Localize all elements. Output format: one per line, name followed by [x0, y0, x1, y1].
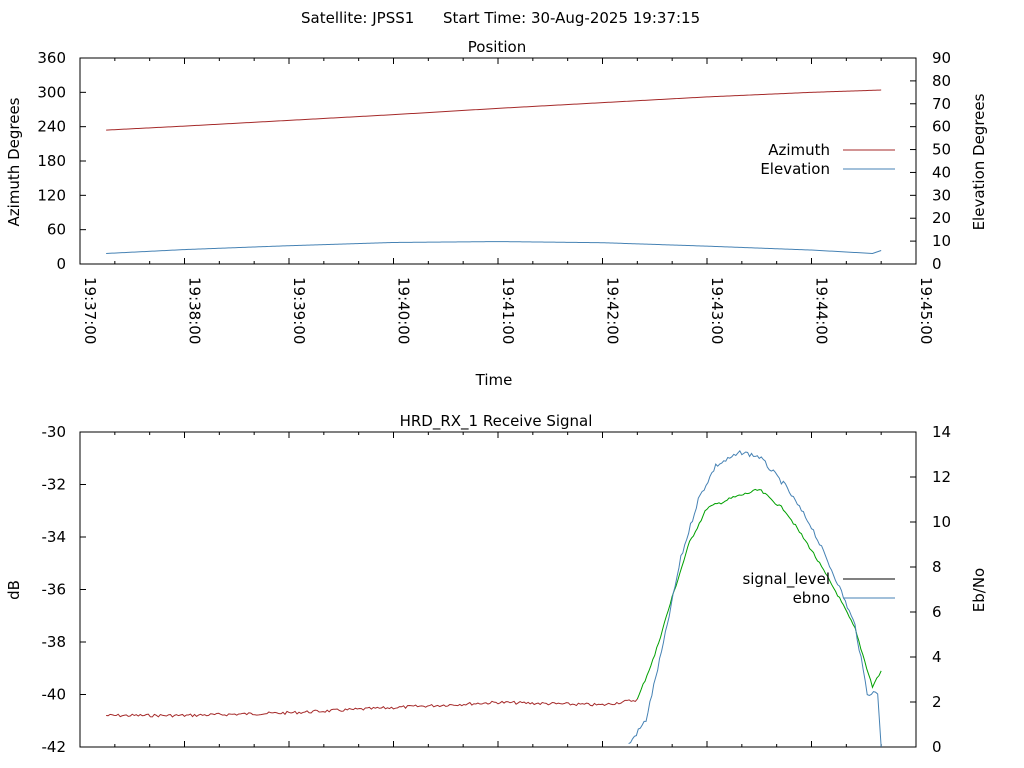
y-tick-label: -36 — [42, 581, 67, 599]
y2-tick-label: 14 — [932, 423, 951, 441]
y2-tick-label: 30 — [932, 186, 951, 204]
y-tick-label: 180 — [37, 152, 66, 170]
signal-plot-frame — [79, 431, 917, 748]
y-tick-label: -34 — [42, 528, 67, 546]
x-tick-label: 19:38:00 — [186, 277, 204, 344]
receive-signal-chart: HRD_RX_1 Receive Signal dB Eb/No -42 -40 -… — [5, 412, 988, 756]
signal-y2label: Eb/No — [970, 568, 988, 612]
series-line-Elevation — [106, 241, 882, 254]
signal-ylabel: dB — [5, 580, 23, 600]
signal-chart-title: HRD_RX_1 Receive Signal — [400, 412, 593, 431]
y2-tick-label: 2 — [932, 693, 942, 711]
y2-tick-label: 0 — [932, 738, 942, 756]
legend-label-ebno: ebno — [793, 589, 830, 607]
series-line-signal_level-segment — [106, 698, 638, 718]
position-chart-title: Position — [468, 38, 526, 56]
y2-tick-label: 40 — [932, 163, 951, 181]
y2-tick-label: 10 — [932, 513, 951, 531]
y2-tick-label: 0 — [932, 255, 942, 273]
position-ylabel: Azimuth Degrees — [5, 97, 23, 226]
y-tick-label: 60 — [47, 221, 66, 239]
header-start-time: Start Time: 30-Aug-2025 19:37:15 — [443, 9, 700, 27]
y-tick-label: 0 — [56, 255, 66, 273]
x-tick-label: 19:37:00 — [81, 277, 99, 344]
y-tick-label: -38 — [42, 633, 67, 651]
y2-tick-label: 4 — [932, 648, 942, 666]
x-tick-label: 19:39:00 — [290, 277, 308, 344]
y2-tick-label: 6 — [932, 603, 942, 621]
y-tick-label: -32 — [42, 476, 67, 494]
x-tick-label: 19:41:00 — [499, 277, 517, 344]
x-tick-label: 19:43:00 — [708, 277, 726, 344]
series-line-ebno — [628, 449, 882, 748]
y2-tick-label: 80 — [932, 72, 951, 90]
x-tick-label: 19:44:00 — [813, 277, 831, 344]
y-tick-label: 240 — [37, 118, 66, 136]
y-tick-label: -30 — [42, 423, 67, 441]
y-tick-label: -40 — [42, 686, 67, 704]
y2-tick-label: 12 — [932, 468, 951, 486]
y-tick-label: -42 — [42, 738, 67, 756]
position-y2label: Elevation Degrees — [970, 93, 988, 230]
y2-tick-label: 10 — [932, 232, 951, 250]
y-tick-label: 360 — [37, 49, 66, 67]
y2-tick-label: 70 — [932, 95, 951, 113]
y-tick-label: 300 — [37, 83, 66, 101]
series-line-Azimuth — [106, 89, 882, 131]
legend-label-Elevation: Elevation — [760, 160, 830, 178]
series-line-signal_level-segment — [636, 488, 882, 700]
legend-label-signal_level: signal_level — [742, 570, 830, 589]
y-tick-label: 120 — [37, 186, 66, 204]
header-satellite: Satellite: JPSS1 — [301, 9, 414, 27]
x-tick-label: 19:40:00 — [395, 277, 413, 344]
position-chart: Position Azimuth Degrees Elevation Degre… — [5, 38, 988, 389]
y2-tick-label: 8 — [932, 558, 942, 576]
y2-tick-label: 50 — [932, 141, 951, 159]
x-tick-label: 19:42:00 — [604, 277, 622, 344]
y2-tick-label: 20 — [932, 209, 951, 227]
legend-label-Azimuth: Azimuth — [768, 141, 830, 159]
y2-tick-label: 60 — [932, 118, 951, 136]
x-tick-label: 19:45:00 — [917, 277, 935, 344]
y2-tick-label: 90 — [932, 49, 951, 67]
position-xlabel: Time — [475, 371, 513, 389]
